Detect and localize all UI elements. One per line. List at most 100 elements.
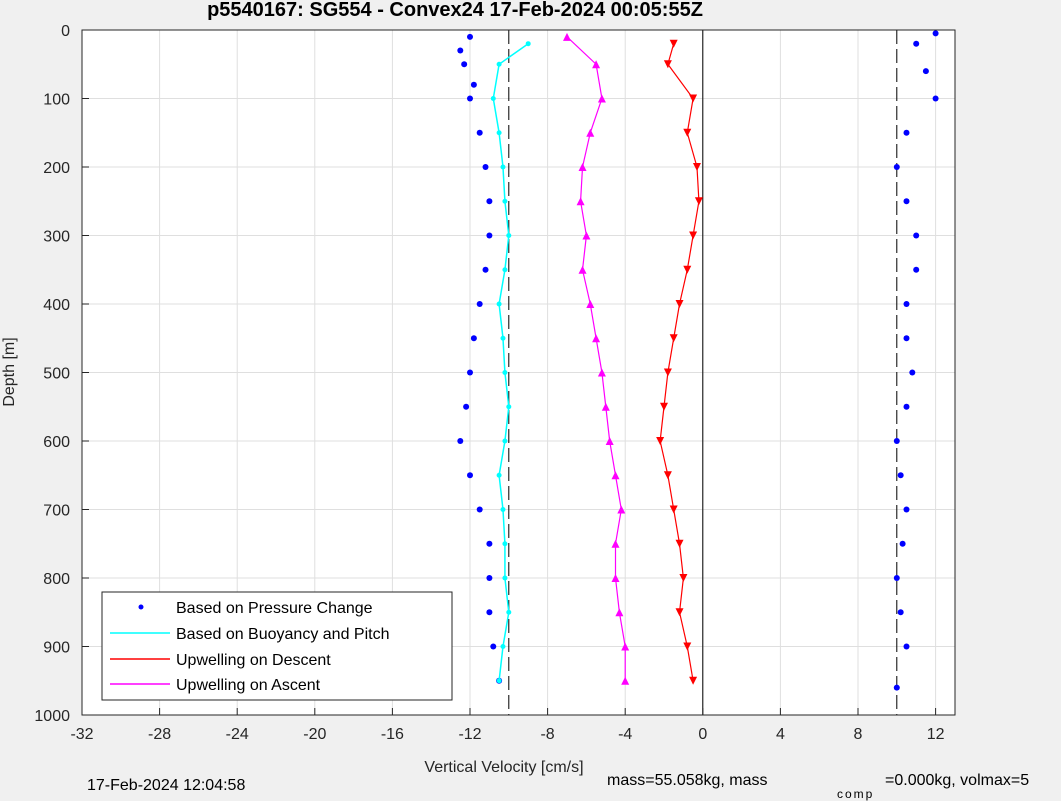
y-tick-label: 100 [43, 92, 70, 109]
legend-label-ascent: Upwelling on Ascent [176, 677, 321, 694]
point-pressure-ascent [897, 472, 904, 479]
point-pressure-ascent [899, 540, 906, 547]
point-upwelling-on-descent [675, 300, 684, 308]
point-upwelling-on-descent [675, 608, 684, 617]
point-pressure-ascent [922, 68, 929, 75]
point-buoyancy [496, 301, 502, 307]
point-upwelling-on-descent [692, 163, 701, 171]
reference-lines [508, 30, 898, 715]
point-pressure-ascent [913, 266, 920, 273]
point-buoyancy [500, 164, 506, 170]
point-buoyancy [496, 472, 502, 478]
point-buoyancy [496, 61, 502, 67]
x-axis-label: Vertical Velocity [cm/s] [424, 759, 583, 776]
x-tick-label: -24 [226, 726, 249, 743]
point-upwelling-on-descent [683, 128, 692, 137]
y-tick-label: 800 [43, 571, 70, 588]
point-buoyancy [502, 438, 508, 444]
x-tick-label: -20 [303, 726, 326, 743]
point-upwelling-on-ascent [578, 163, 587, 171]
point-pressure-ascent [893, 684, 900, 691]
point-upwelling-on-ascent [586, 300, 595, 308]
point-buoyancy [496, 130, 502, 136]
point-upwelling-on-ascent [615, 608, 624, 617]
point-pressure-descent [482, 164, 489, 170]
legend-label-buoyancy: Based on Buoyancy and Pitch [176, 626, 389, 643]
point-upwelling-on-descent [679, 574, 688, 582]
point-pressure-descent [470, 335, 477, 342]
footer-comp-subscript: comp [837, 787, 874, 801]
point-buoyancy [500, 335, 506, 341]
point-buoyancy [502, 541, 508, 547]
y-axis-ticks: 0 100 200 300 400 500 600 700 800 900 1000 [34, 23, 89, 725]
point-buoyancy [500, 507, 506, 512]
point-buoyancy [502, 267, 508, 273]
point-upwelling-on-descent [683, 265, 692, 274]
point-upwelling-on-ascent [578, 265, 587, 274]
footer-comp: =0.000kg, volmax=5 [885, 772, 1029, 789]
point-upwelling-on-ascent [582, 231, 591, 240]
point-buoyancy [506, 404, 512, 410]
point-upwelling-on-descent [663, 471, 672, 480]
x-tick-label: -32 [70, 726, 93, 743]
point-buoyancy [525, 41, 531, 47]
point-pressure-descent [486, 198, 493, 205]
point-upwelling-on-descent [656, 437, 665, 445]
y-tick-label: 900 [43, 640, 70, 657]
chart-title: p5540167: SG554 - Convex24 17-Feb-2024 0… [207, 0, 703, 21]
point-pressure-descent [476, 129, 483, 136]
legend-box [101, 591, 453, 701]
line-upwelling-on-descent [659, 43, 700, 681]
point-pressure-descent [457, 47, 464, 54]
x-tick-label: 0 [698, 726, 707, 743]
line-buoyancy [492, 43, 529, 681]
point-upwelling-on-descent [689, 231, 698, 240]
point-buoyancy [502, 370, 508, 375]
x-tick-label: -12 [458, 726, 481, 743]
point-upwelling-on-ascent [601, 402, 610, 411]
point-pressure-descent [467, 369, 473, 376]
point-pressure-ascent [909, 369, 916, 376]
footer-timestamp: 17-Feb-2024 12:04:58 [87, 777, 245, 794]
footer-mass: mass=55.058kg, mass [607, 772, 768, 789]
point-pressure-descent [486, 609, 493, 616]
x-axis-ticks: -32 -28 -24 -20 -16 -12 -8 -4 0 4 8 12 [70, 708, 945, 743]
point-pressure-ascent [893, 575, 900, 581]
line-upwelling-on-ascent [566, 36, 626, 681]
point-buoyancy [502, 198, 508, 204]
point-buoyancy [506, 609, 512, 615]
point-pressure-ascent [897, 609, 904, 616]
point-upwelling-on-ascent [605, 437, 614, 445]
legend-label-pressure: Based on Pressure Change [176, 600, 373, 617]
series-layer [457, 30, 939, 691]
point-pressure-ascent [903, 643, 910, 650]
point-upwelling-on-descent [694, 197, 703, 206]
y-tick-label: 400 [43, 297, 70, 314]
point-buoyancy [506, 233, 512, 238]
y-tick-label: 700 [43, 503, 70, 520]
point-pressure-descent [486, 540, 493, 547]
y-tick-label: 0 [61, 23, 70, 40]
point-pressure-descent [461, 61, 468, 68]
point-upwelling-on-ascent [597, 94, 606, 103]
y-tick-label: 500 [43, 366, 70, 383]
point-pressure-descent [467, 95, 473, 102]
point-upwelling-on-descent [689, 94, 698, 103]
point-pressure-ascent [903, 335, 910, 342]
point-pressure-ascent [903, 301, 910, 307]
point-pressure-descent [476, 506, 483, 513]
point-upwelling-on-ascent [563, 32, 571, 41]
y-tick-label: 1000 [34, 708, 70, 725]
point-pressure-descent [467, 472, 473, 479]
point-upwelling-on-ascent [592, 60, 601, 69]
x-tick-label: -8 [540, 726, 554, 743]
point-pressure-descent [467, 33, 473, 40]
point-pressure-ascent [903, 403, 910, 410]
point-pressure-ascent [903, 129, 910, 136]
point-upwelling-on-ascent [621, 676, 630, 685]
point-pressure-descent [482, 266, 489, 273]
x-tick-label: 8 [854, 726, 863, 743]
y-axis-label: Depth [m] [1, 337, 18, 406]
point-buoyancy [490, 96, 496, 101]
point-buoyancy [502, 575, 508, 581]
